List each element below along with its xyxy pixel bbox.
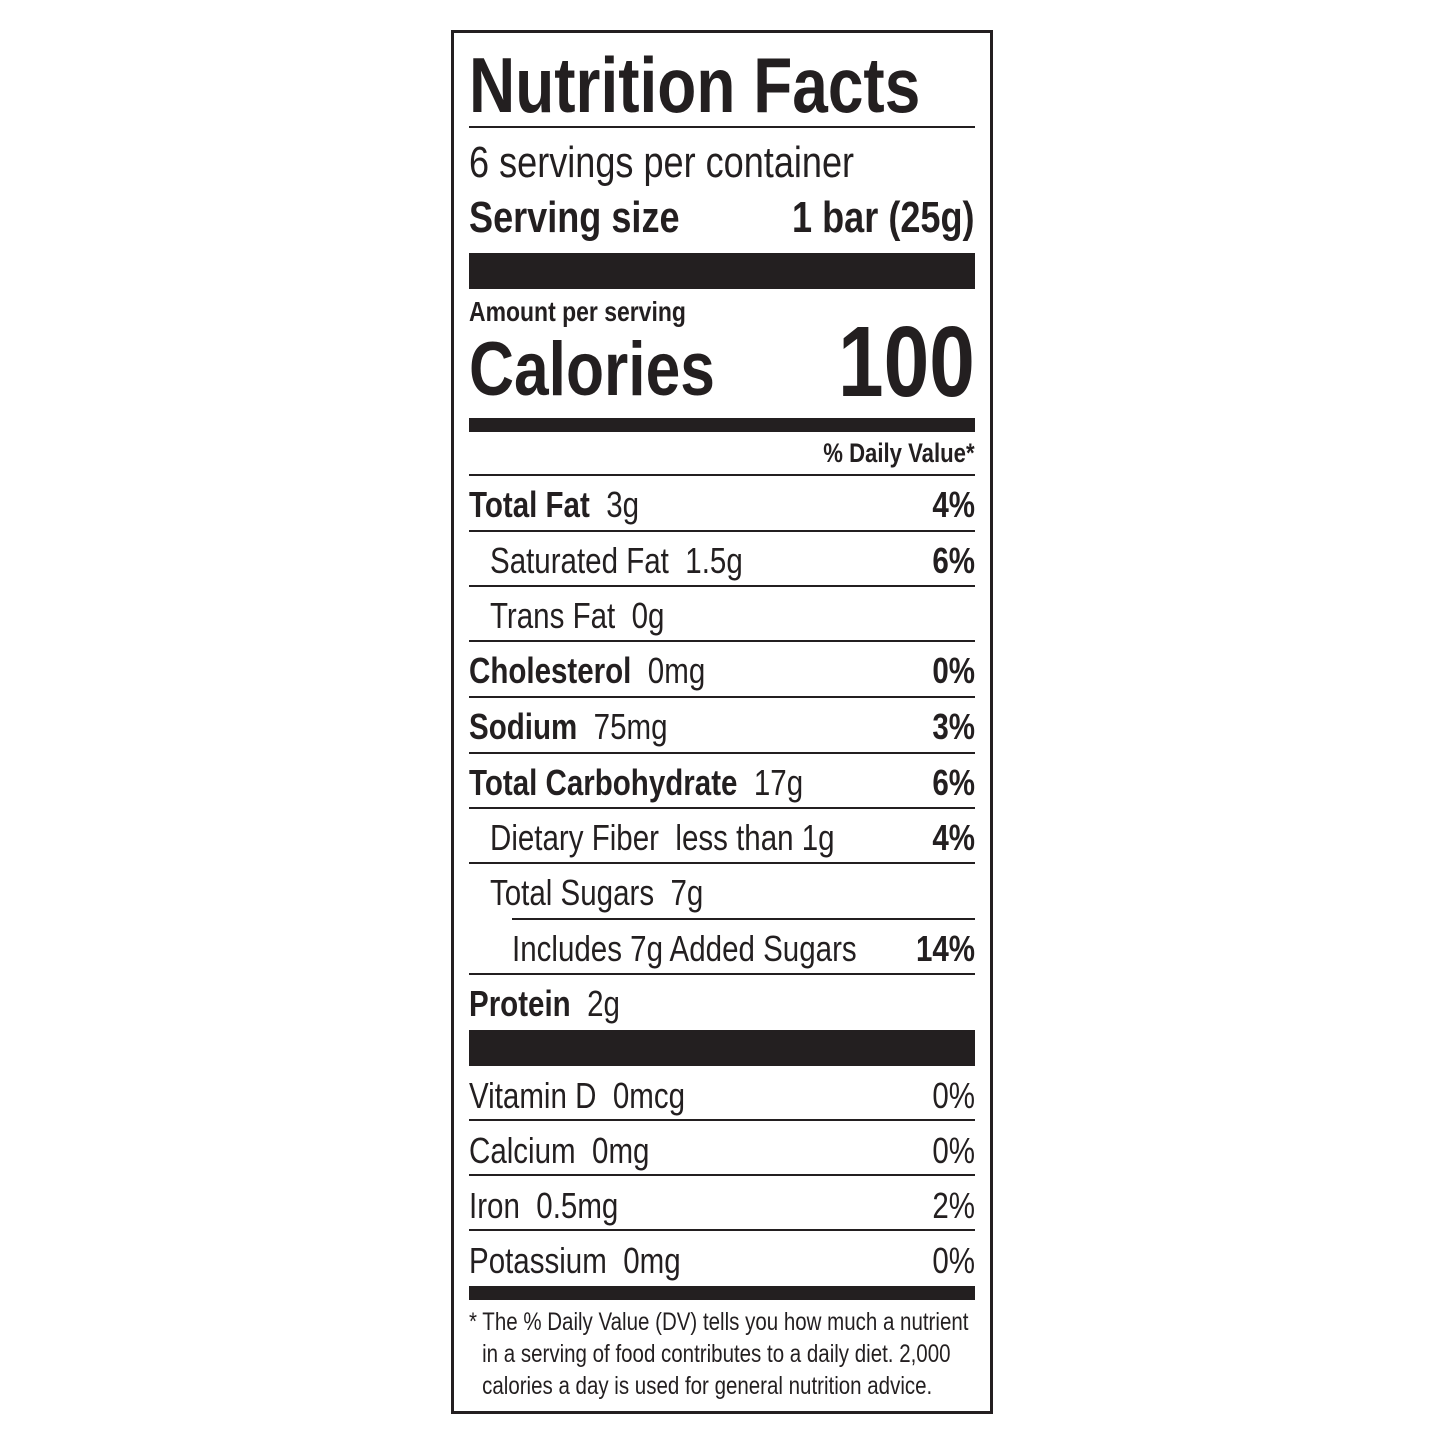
divider [469,752,975,754]
divider [469,126,975,128]
vitamin-row-iron: Iron 0.5mg 2% [469,1185,975,1226]
thick-divider [469,253,975,289]
servings-per-container: 6 servings per container [469,138,855,187]
nutrient-row-sodium: Sodium 75mg 3% [469,706,975,747]
nutrient-row-dietary-fiber: Dietary Fiber less than 1g 4% [490,817,975,858]
calories-value: 100 [838,306,975,418]
vitamin-row-vitamin-d: Vitamin D 0mcg 0% [469,1075,975,1116]
medium-divider [469,1286,975,1300]
nutrient-row-total-carbohydrate: Total Carbohydrate 17g 6% [469,762,975,803]
divider [469,1229,975,1231]
serving-size-value: 1 bar (25g) [792,193,975,242]
divider [469,530,975,532]
vitamin-row-calcium: Calcium 0mg 0% [469,1130,975,1171]
divider [512,918,975,920]
nutrient-row-total-fat: Total Fat 3g 4% [469,484,975,525]
divider [469,474,975,476]
calories-label: Calories [469,327,715,412]
divider [469,862,975,864]
divider [469,585,975,587]
nutrient-row-added-sugars: Includes 7g Added Sugars 14% [512,928,975,969]
medium-divider [469,418,975,432]
divider [469,1174,975,1176]
nutrient-row-protein: Protein 2g [469,983,620,1024]
nutrition-facts-label [451,30,993,1414]
divider [469,1119,975,1121]
nutrient-row-saturated-fat: Saturated Fat 1.5g 6% [490,540,975,581]
divider [469,807,975,809]
amount-per-serving: Amount per serving [469,296,686,327]
divider [469,640,975,642]
thick-divider [469,1030,975,1066]
divider [469,696,975,698]
vitamin-row-potassium: Potassium 0mg 0% [469,1240,975,1281]
nutrient-row-cholesterol: Cholesterol 0mg 0% [469,650,975,691]
label-title: Nutrition Facts [469,41,921,129]
daily-value-header: % Daily Value* [823,438,975,468]
nutrient-row-trans-fat: Trans Fat 0g [490,595,665,636]
divider [469,973,975,975]
serving-size-label: Serving size [469,193,680,242]
nutrient-row-total-sugars: Total Sugars 7g [490,872,704,913]
footnote: * The % Daily Value (DV) tells you how m… [469,1308,969,1400]
